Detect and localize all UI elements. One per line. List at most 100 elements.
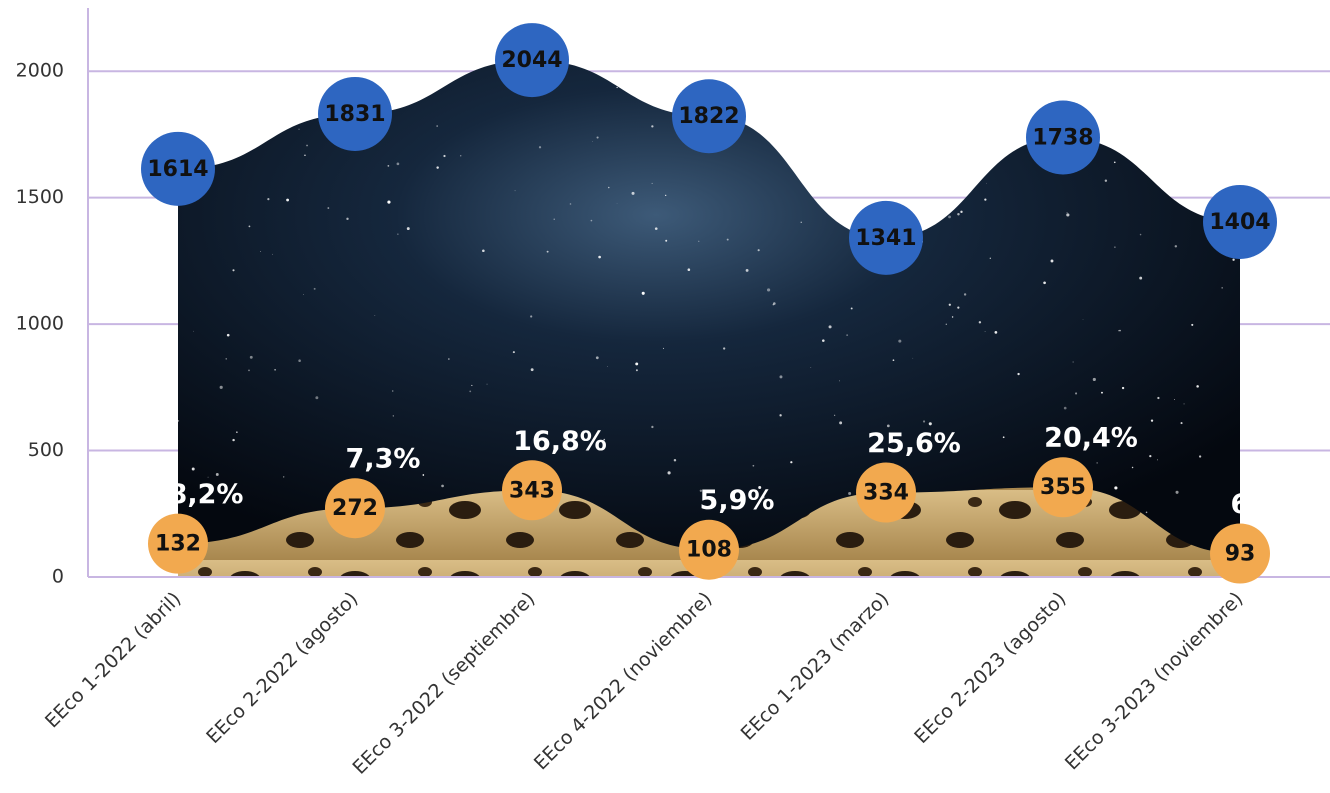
star — [790, 461, 793, 464]
data-label: 1341 — [855, 226, 916, 251]
star — [885, 154, 887, 156]
star — [892, 359, 895, 362]
star — [1208, 118, 1210, 121]
star — [298, 128, 300, 130]
star — [607, 366, 608, 368]
star — [436, 125, 438, 127]
star — [603, 438, 606, 441]
star — [232, 438, 235, 442]
star — [1175, 490, 1179, 494]
star — [1142, 67, 1145, 70]
star — [248, 369, 250, 372]
star — [1174, 245, 1178, 248]
star — [374, 315, 376, 316]
star — [191, 467, 195, 471]
star — [1190, 77, 1192, 79]
star — [264, 91, 266, 93]
star — [512, 351, 515, 354]
star — [698, 240, 700, 242]
data-label: 334 — [863, 481, 909, 506]
star — [839, 380, 840, 382]
star — [310, 66, 312, 68]
value-bubble — [849, 200, 923, 275]
star — [406, 227, 410, 231]
star — [957, 212, 960, 216]
star — [436, 166, 439, 169]
star — [460, 155, 462, 157]
value-bubble — [1203, 184, 1277, 259]
value-bubble — [141, 131, 215, 206]
star — [651, 182, 653, 184]
star — [304, 154, 306, 156]
star — [951, 316, 954, 318]
star — [193, 330, 194, 332]
star — [816, 56, 819, 60]
star — [315, 396, 319, 400]
star — [391, 56, 393, 58]
star — [1139, 233, 1142, 236]
star — [1114, 486, 1118, 490]
star — [1160, 49, 1164, 53]
star — [219, 385, 223, 389]
star — [879, 92, 881, 94]
star — [989, 257, 991, 259]
star — [1121, 386, 1125, 390]
star — [469, 390, 472, 393]
star — [327, 207, 330, 209]
star — [779, 414, 782, 417]
star — [948, 303, 951, 306]
star — [641, 291, 645, 295]
star — [1196, 385, 1199, 388]
star — [673, 458, 677, 462]
star — [963, 90, 966, 93]
star — [266, 89, 269, 92]
star — [1173, 398, 1175, 400]
star — [1180, 422, 1183, 425]
star — [1157, 396, 1160, 400]
star — [1150, 419, 1154, 422]
area — [178, 60, 1240, 577]
star — [1104, 179, 1108, 182]
star — [706, 56, 708, 58]
star — [910, 187, 914, 190]
star — [922, 420, 926, 423]
star — [1060, 49, 1064, 53]
star — [262, 95, 264, 97]
data-label: 93 — [1225, 541, 1256, 566]
star — [635, 369, 638, 372]
star — [303, 294, 305, 295]
y-tick-label: 1000 — [16, 313, 64, 335]
star — [177, 420, 180, 422]
star — [260, 251, 262, 253]
star — [1108, 66, 1110, 68]
star — [1118, 330, 1120, 332]
star — [392, 390, 394, 392]
star — [1109, 99, 1111, 101]
star — [1234, 153, 1238, 156]
percent-label: 7,3% — [346, 444, 421, 475]
star — [471, 384, 473, 386]
star — [1101, 391, 1103, 394]
star — [635, 362, 639, 366]
star — [178, 107, 181, 110]
star — [779, 375, 783, 379]
star — [886, 424, 890, 428]
star — [810, 367, 812, 368]
star — [783, 123, 786, 125]
star — [834, 414, 836, 416]
star — [232, 269, 235, 272]
star — [928, 422, 932, 426]
star — [592, 141, 593, 143]
star — [387, 164, 390, 167]
star — [822, 339, 825, 342]
star — [307, 86, 309, 87]
star — [847, 120, 851, 124]
star — [1031, 92, 1035, 96]
value-bubble — [495, 23, 569, 98]
star — [945, 323, 947, 325]
star — [924, 440, 926, 442]
star — [249, 355, 253, 359]
star — [963, 293, 967, 296]
percent-label: 16,8% — [513, 426, 607, 457]
star — [828, 325, 832, 329]
